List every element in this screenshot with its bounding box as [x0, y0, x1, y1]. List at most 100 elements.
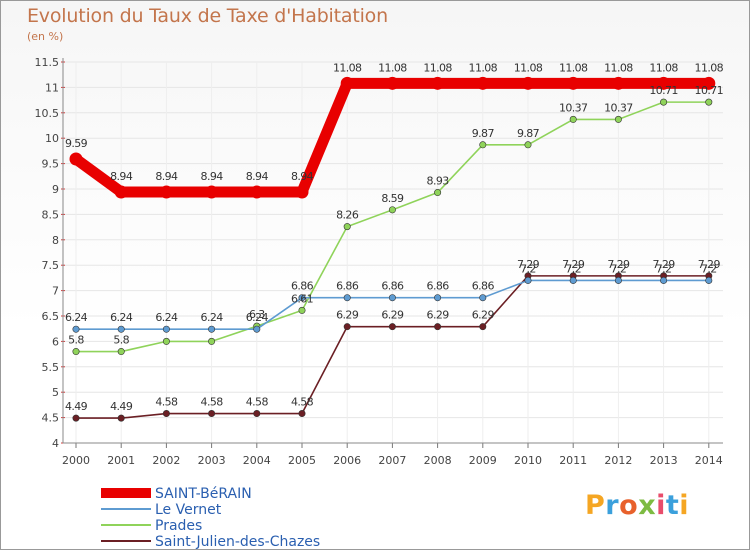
data-label: 6.29 [427, 309, 450, 322]
data-point [208, 337, 216, 345]
data-point [657, 76, 671, 90]
data-point [343, 294, 351, 302]
y-tick-label: 9.5 [42, 158, 60, 171]
x-tick-label: 2005 [288, 454, 316, 467]
data-point [524, 276, 532, 284]
data-label: 8.93 [427, 175, 450, 188]
axes: 44.555.566.577.588.599.51010.51111.52000… [35, 56, 723, 467]
data-point [660, 276, 668, 284]
chart-title: Evolution du Taux de Taxe d'Habitation [27, 5, 388, 27]
x-tick-label: 2003 [198, 454, 226, 467]
data-label: 6.86 [381, 280, 404, 293]
data-point [205, 185, 219, 199]
legend-label: SAINT-BéRAIN [155, 486, 252, 502]
data-point [388, 206, 396, 214]
data-label: 6.24 [246, 311, 269, 324]
data-point [208, 410, 216, 418]
data-point [614, 276, 622, 284]
data-point [521, 76, 535, 90]
data-label: 7.2 [565, 262, 581, 275]
data-point [388, 323, 396, 331]
data-label: 11.08 [469, 61, 498, 74]
data-label: 11.08 [649, 61, 678, 74]
data-point [343, 223, 351, 231]
data-label: 6.86 [336, 280, 359, 293]
data-point [72, 325, 80, 333]
data-point [611, 76, 625, 90]
data-label: 10.71 [695, 84, 724, 97]
data-label: 4.49 [110, 400, 133, 413]
x-tick-label: 2006 [333, 454, 361, 467]
data-label: 5.8 [113, 334, 129, 347]
legend-swatch [101, 488, 151, 498]
data-label: 6.3 [249, 308, 265, 321]
data-label: 8.94 [155, 170, 178, 183]
data-point [479, 323, 487, 331]
data-label: 8.94 [246, 170, 269, 183]
data-label: 7.2 [611, 262, 627, 275]
chart-unit: (en %) [27, 30, 64, 43]
data-label: 6.29 [336, 309, 359, 322]
logo-letter: o [619, 490, 639, 521]
data-label: 10.71 [649, 84, 678, 97]
data-point [72, 414, 80, 422]
data-label: 11.08 [514, 61, 543, 74]
x-tick-label: 2013 [650, 454, 678, 467]
grid [63, 61, 723, 444]
data-point [434, 189, 442, 197]
data-point [702, 76, 716, 90]
data-point [295, 185, 309, 199]
data-label: 6.29 [472, 309, 495, 322]
logo-letter: r [605, 490, 620, 521]
data-point [298, 306, 306, 314]
data-point [434, 294, 442, 302]
data-point [705, 98, 713, 106]
logo-letter: i [679, 490, 690, 521]
data-point [250, 185, 264, 199]
data-label: 9.59 [65, 137, 88, 150]
data-point [208, 325, 216, 333]
y-tick-label: 7 [52, 285, 59, 298]
data-label: 7.29 [698, 258, 721, 271]
data-point [479, 141, 487, 149]
x-tick-label: 2010 [514, 454, 542, 467]
data-labels: 9.59 8.94 8.94 8.94 8.94 8.94 11.08 11.08 11.08 1… [65, 61, 724, 413]
data-point [253, 325, 261, 333]
x-tick-label: 2008 [424, 454, 452, 467]
data-label: 8.94 [201, 170, 224, 183]
data-point [253, 410, 261, 418]
x-tick-label: 2009 [469, 454, 497, 467]
x-tick-label: 2014 [695, 454, 723, 467]
data-label: 8.26 [336, 209, 359, 222]
y-tick-label: 11 [45, 81, 59, 94]
data-label: 6.29 [381, 309, 404, 322]
x-tick-label: 2004 [243, 454, 271, 467]
proxiti-logo: Proxiti [585, 490, 689, 521]
data-label: 8.94 [110, 170, 133, 183]
x-tick-label: 2007 [378, 454, 406, 467]
series-layer [69, 76, 716, 422]
y-tick-label: 6 [52, 335, 59, 348]
y-tick-label: 9 [52, 183, 59, 196]
data-label: 6.86 [291, 280, 314, 293]
data-point [69, 152, 83, 166]
data-label: 11.08 [333, 61, 362, 74]
y-tick-label: 4.5 [42, 412, 60, 425]
data-label: 9.87 [517, 127, 540, 140]
x-tick-label: 2012 [604, 454, 632, 467]
y-tick-label: 5.5 [42, 361, 60, 374]
data-label: 7.2 [701, 262, 717, 275]
legend-label: Le Vernet [155, 502, 222, 518]
legend-label: Prades [155, 518, 202, 534]
data-label: 7.29 [607, 258, 630, 271]
legend-label: Saint-Julien-des-Chazes [155, 534, 320, 549]
data-label: 8.94 [291, 170, 314, 183]
data-label: 6.61 [291, 292, 313, 305]
data-label: 7.2 [656, 262, 672, 275]
data-point [569, 115, 577, 123]
data-label: 6.24 [110, 311, 133, 324]
y-tick-label: 10 [45, 132, 59, 145]
